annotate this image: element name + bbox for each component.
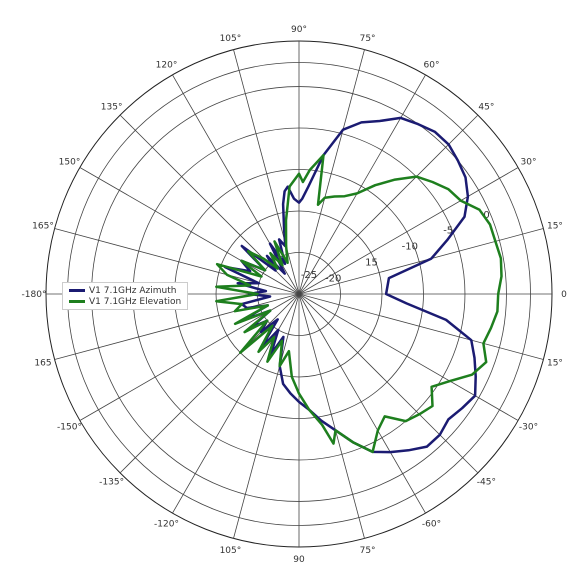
radial-tick-label: -10 (402, 242, 418, 253)
angle-tick-label: 165 (34, 359, 51, 369)
grid-spoke (298, 167, 519, 295)
legend-swatch-azimuth (69, 289, 85, 292)
grid-spoke (298, 114, 479, 295)
center-tick-label: -25 (301, 270, 317, 281)
grid-spoke (119, 114, 300, 295)
grid-spoke (298, 293, 479, 474)
legend-item-azimuth: V1 7.1GHz Azimuth (69, 285, 181, 296)
grid-spoke (54, 293, 300, 360)
legend-label-elevation: V1 7.1GHz Elevation (89, 296, 182, 307)
grid-spoke (119, 293, 300, 474)
angle-tick-label: 0 (561, 290, 567, 300)
elevation-series-line (215, 153, 503, 454)
angle-tick-label: 120° (156, 61, 178, 71)
angle-tick-label: -180° (22, 290, 47, 300)
angle-tick-label: 15° (547, 221, 563, 231)
angle-tick-label: -150° (57, 423, 82, 433)
series-layer (215, 116, 503, 454)
legend-label-azimuth: V1 7.1GHz Azimuth (89, 285, 177, 296)
grid-spoke (79, 167, 300, 295)
angle-tick-label: -135° (99, 477, 124, 487)
radial-tick-label: 15 (365, 257, 378, 268)
angle-tick-label: -120° (154, 519, 179, 529)
angle-tick-label: 90 (293, 555, 305, 565)
azimuth-series-line (223, 116, 477, 454)
angle-tick-label: 75° (360, 546, 376, 556)
angle-tick-label: 15° (547, 359, 563, 369)
angle-tick-label: -45° (477, 477, 496, 487)
legend: V1 7.1GHz Azimuth V1 7.1GHz Elevation (62, 282, 189, 310)
legend-swatch-elevation (69, 300, 85, 303)
grid-spoke (298, 228, 544, 295)
angle-tick-label: 75° (360, 34, 376, 44)
angle-tick-label: 45° (478, 103, 494, 113)
grid-spoke (298, 74, 426, 295)
angle-tick-label: -60° (422, 519, 441, 529)
angle-tick-label: 60° (424, 61, 440, 71)
radial-tick-label: -20 (325, 273, 341, 284)
angle-tick-label: 150° (59, 158, 81, 168)
grid-spoke (298, 293, 519, 421)
grid-spoke (298, 293, 544, 360)
grid-spoke (233, 49, 300, 295)
angle-tick-label: -30° (519, 423, 538, 433)
radial-tick-label: 0 (483, 210, 489, 221)
angle-tick-label: 90° (291, 25, 307, 35)
grid-spoke (298, 293, 426, 514)
legend-item-elevation: V1 7.1GHz Elevation (69, 296, 181, 307)
grid-spoke (172, 293, 300, 514)
angle-tick-label: 165° (32, 221, 54, 231)
angle-tick-label: 105° (220, 34, 242, 44)
angle-labels: 0 15° 30° 45° 60° 75° 90° 105° 120° 135° 150° 165° -… (22, 25, 568, 565)
radial-labels: -20 15 -10 -5 0 -25 (301, 210, 490, 285)
grid-spoke (233, 293, 300, 539)
angle-tick-label: 135° (101, 103, 123, 113)
grid-spoke (298, 293, 365, 539)
grid-spoke (79, 293, 300, 421)
radial-tick-label: -5 (443, 226, 453, 237)
grid-spoke (298, 49, 365, 295)
angle-tick-label: 105° (220, 546, 242, 556)
angle-tick-label: 30° (521, 158, 537, 168)
